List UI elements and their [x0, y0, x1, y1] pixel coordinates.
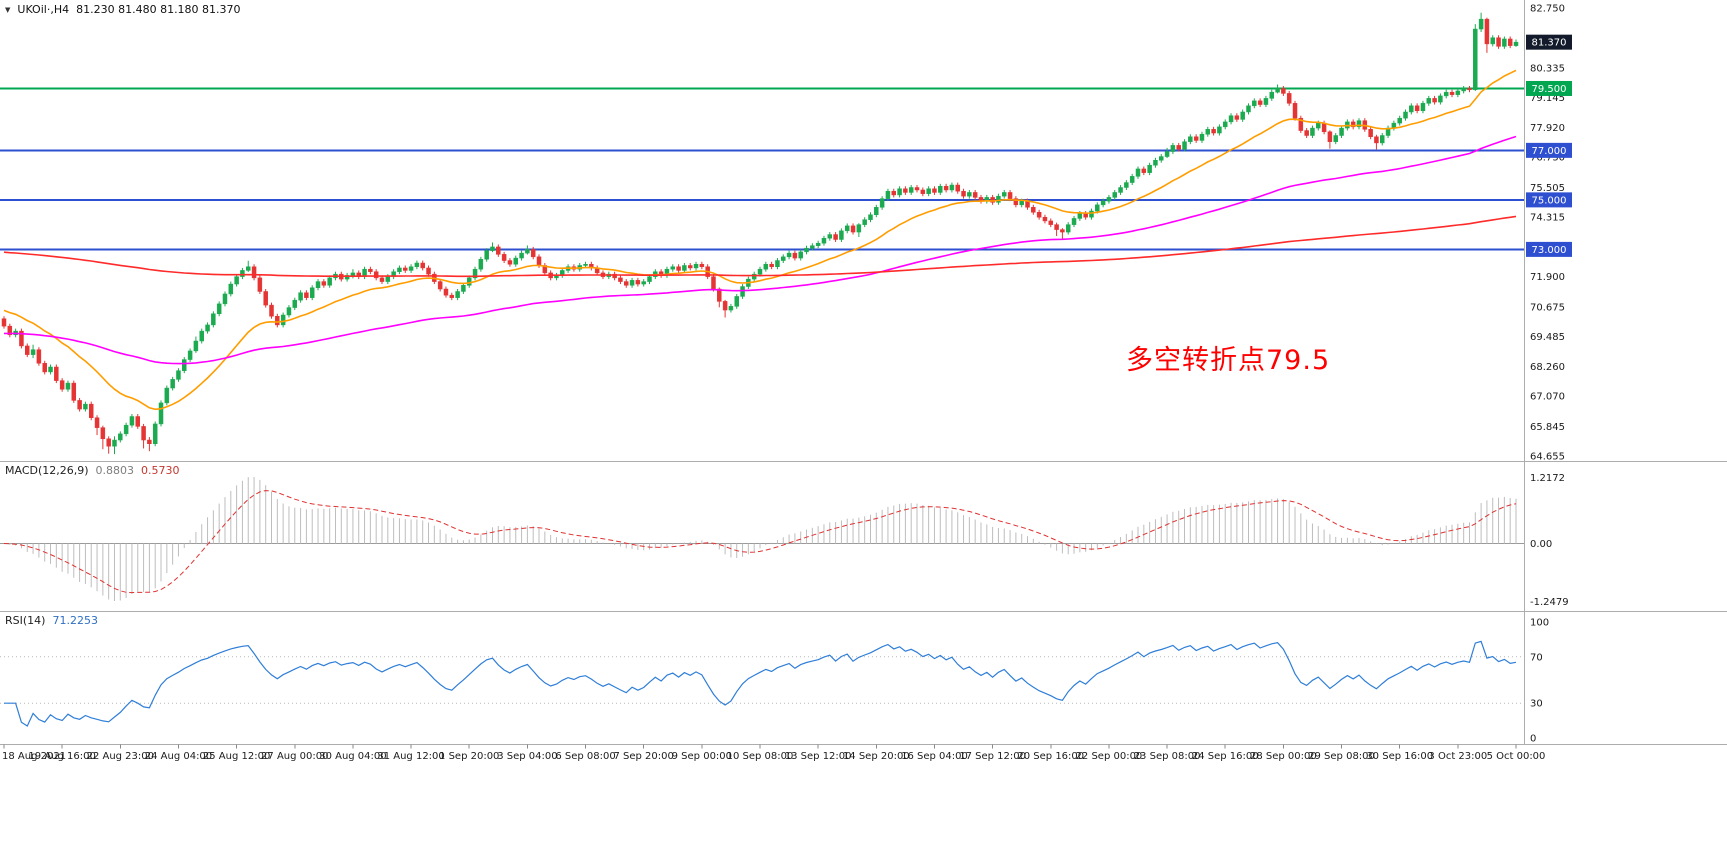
price-axis-label: 67.070 [1530, 392, 1565, 403]
macd-signal-line [3, 490, 1517, 594]
rsi-scale-label: 100 [1530, 618, 1549, 629]
time-axis-label: 27 Aug 00:00 [261, 751, 328, 762]
time-axis-label: 18 Aug 2021 [2, 751, 66, 762]
time-axis-label: 23 Sep 08:00 [1134, 751, 1201, 762]
macd-main-value: 0.8803 [95, 464, 135, 477]
price-hlines-layer[interactable] [0, 87, 1524, 251]
time-axis-label: 16 Sep 04:00 [901, 751, 968, 762]
price-axis-label: 77.920 [1530, 123, 1565, 134]
time-axis-label: 5 Oct 00:00 [1487, 751, 1546, 762]
chart-header: ▼ UKOil·,H4 81.230 81.480 81.180 81.370 [5, 3, 241, 16]
price-axis-labels: 82.750 80.335 79.145 77.920 76.730 75.505 74.3… [1530, 4, 1565, 463]
time-axis-label: 22 Aug 23:00 [87, 751, 154, 762]
price-axis-label: 70.675 [1530, 302, 1565, 313]
ohlc-readout: 81.230 81.480 81.180 81.370 [76, 3, 241, 16]
price-axis-label: 68.260 [1530, 362, 1565, 373]
price-axis-label: 79.145 [1530, 93, 1565, 104]
time-axis-label: 30 Aug 04:00 [319, 751, 386, 762]
macd-scale-zero: 0.00 [1530, 539, 1552, 550]
macd-panel: 1.2172 0.00 -1.2479 [0, 473, 1569, 608]
price-tag-boxes: 79.500 77.000 75.000 73.000 81.370 [1526, 34, 1572, 257]
time-axis-label: 9 Sep 00:00 [672, 751, 732, 762]
rsi-title: RSI(14) [5, 614, 46, 627]
time-axis-label: 30 Sep 16:00 [1366, 751, 1433, 762]
time-axis-label: 14 Sep 20:00 [843, 751, 910, 762]
macd-indicator-label: MACD(12,26,9) 0.8803 0.5730 [5, 464, 180, 477]
time-axis-label: 3 Oct 23:00 [1428, 751, 1487, 762]
ma-slow [3, 215, 1517, 278]
time-axis-label: 20 Sep 16:00 [1017, 751, 1084, 762]
time-axis-label: 31 Aug 12:00 [377, 751, 444, 762]
time-axis-label: 28 Sep 00:00 [1250, 751, 1317, 762]
time-axis-label: 13 Sep 12:00 [785, 751, 852, 762]
time-axis-label: 17 Sep 12:00 [959, 751, 1026, 762]
time-axis-label: 1 Sep 20:00 [439, 751, 499, 762]
price-tag-label: 79.500 [1532, 84, 1567, 95]
price-axis-label: 64.655 [1530, 452, 1565, 463]
time-axis-label: 22 Sep 00:00 [1076, 751, 1143, 762]
price-tag-label: 73.000 [1532, 245, 1567, 256]
time-axis-label: 29 Sep 08:00 [1308, 751, 1375, 762]
time-axis-label: 3 Sep 04:00 [497, 751, 557, 762]
time-axis-label: 19 Aug 16:00 [28, 751, 95, 762]
price-tag-label: 81.370 [1532, 38, 1567, 49]
price-axis-label: 82.750 [1530, 4, 1565, 15]
rsi-indicator-label: RSI(14) 71.2253 [5, 614, 98, 627]
rsi-scale-label: 70 [1530, 652, 1543, 663]
symbol-dropdown-icon[interactable]: ▼ [5, 5, 11, 14]
price-axis-label: 80.335 [1530, 63, 1565, 74]
symbol-timeframe-label: UKOil·,H4 [17, 3, 70, 16]
time-axis-label: 25 Aug 12:00 [203, 751, 270, 762]
price-tag-label: 75.000 [1532, 195, 1567, 206]
time-axis-label: 7 Sep 20:00 [613, 751, 673, 762]
time-axis-label: 10 Sep 08:00 [727, 751, 794, 762]
panel-separators [0, 0, 1727, 745]
rsi-scale-label: 30 [1530, 699, 1543, 710]
price-axis-label: 74.315 [1530, 212, 1565, 223]
time-axis-label: 6 Sep 08:00 [555, 751, 615, 762]
annotation-text[interactable]: 多空转折点79.5 [1126, 345, 1331, 376]
price-axis-label: 65.845 [1530, 422, 1565, 433]
ma-medium [3, 135, 1517, 365]
time-axis-label: 24 Sep 16:00 [1192, 751, 1259, 762]
macd-title: MACD(12,26,9) [5, 464, 89, 477]
price-axis-label: 75.505 [1530, 183, 1565, 194]
price-axis-label: 69.485 [1530, 332, 1565, 343]
candles-layer [1, 12, 1519, 455]
macd-scale-max: 1.2172 [1530, 473, 1565, 484]
price-axis-label: 71.900 [1530, 272, 1565, 283]
time-axis-label: 24 Aug 04:00 [145, 751, 212, 762]
rsi-panel: 100 70 30 0 [0, 618, 1549, 745]
price-axis-label: 76.730 [1530, 153, 1565, 164]
rsi-value: 71.2253 [52, 614, 98, 627]
ma-lines-layer [3, 69, 1517, 411]
macd-scale-min: -1.2479 [1530, 597, 1569, 608]
ma-fast [3, 69, 1517, 411]
price-tag-label: 77.000 [1532, 146, 1567, 157]
macd-signal-value: 0.5730 [141, 464, 180, 477]
rsi-line [4, 640, 1517, 727]
rsi-scale-label: 0 [1530, 734, 1536, 745]
